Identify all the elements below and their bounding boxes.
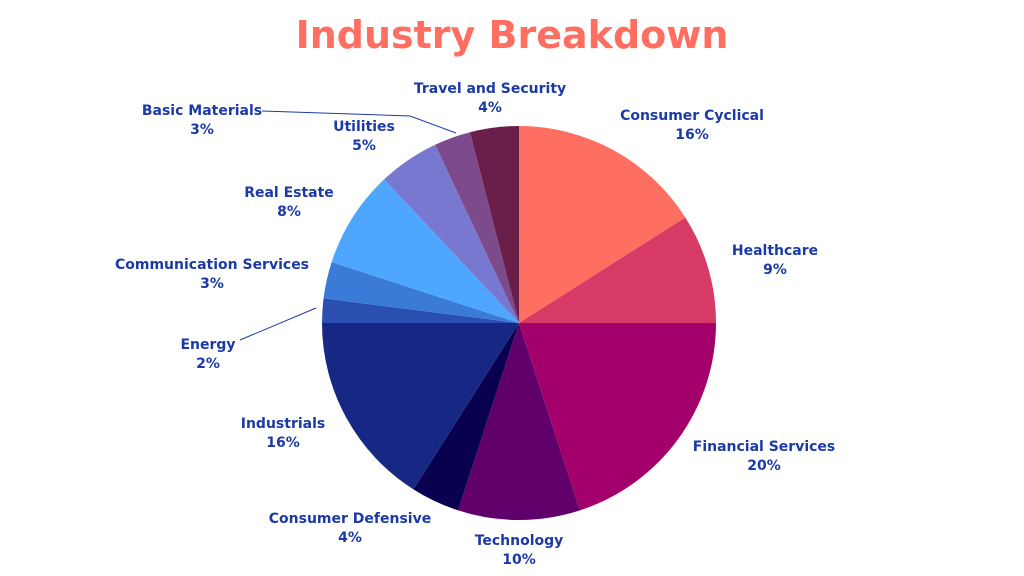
- slice-value: 5%: [352, 138, 376, 154]
- pie-slice: [519, 126, 686, 323]
- pie-slice: [323, 262, 519, 323]
- slice-label: Industrials: [241, 416, 325, 432]
- pie-slice: [519, 217, 716, 323]
- chart-title: Industry Breakdown: [296, 13, 729, 57]
- slice-value: 16%: [266, 435, 300, 451]
- slice-label: Communication Services: [115, 257, 309, 273]
- slice-value: 9%: [763, 262, 787, 278]
- slice-value: 4%: [338, 530, 362, 546]
- pie-slice: [435, 132, 519, 323]
- slice-label: Travel and Security: [414, 81, 566, 97]
- slice-label: Technology: [475, 533, 564, 549]
- pie-slice: [458, 323, 580, 521]
- slice-value: 4%: [478, 100, 502, 116]
- slice-label: Healthcare: [732, 243, 818, 259]
- pie-slice: [331, 179, 519, 323]
- pie-slice: [322, 323, 519, 490]
- slice-label: Energy: [180, 337, 235, 353]
- pie-slice: [322, 298, 519, 323]
- slice-label: Financial Services: [693, 439, 836, 455]
- slice-value: 8%: [277, 204, 301, 220]
- slice-value: 3%: [190, 122, 214, 138]
- leader-line: [261, 110, 457, 134]
- slice-value: 10%: [502, 552, 536, 568]
- pie-slice: [413, 323, 519, 511]
- slice-value: 2%: [196, 356, 220, 372]
- slice-value: 16%: [675, 127, 709, 143]
- slice-label: Utilities: [333, 119, 395, 135]
- pie-slice: [470, 126, 519, 323]
- pie-slice: [384, 144, 519, 323]
- slice-label: Consumer Defensive: [269, 511, 431, 527]
- slice-value: 3%: [200, 276, 224, 292]
- slice-value: 20%: [747, 458, 781, 474]
- slice-label: Real Estate: [244, 185, 334, 201]
- pie-slice: [519, 323, 716, 511]
- slice-label: Consumer Cyclical: [620, 108, 764, 124]
- slice-label: Basic Materials: [142, 103, 262, 119]
- leader-line: [239, 307, 317, 341]
